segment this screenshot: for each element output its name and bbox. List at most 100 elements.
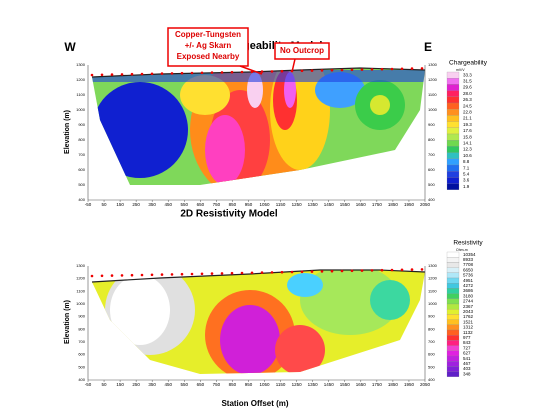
legend-label: 10.6 bbox=[463, 153, 472, 158]
electrode bbox=[280, 69, 284, 73]
legend-label: 467 bbox=[463, 361, 471, 366]
y-tick-label: 800 bbox=[428, 326, 435, 331]
electrode bbox=[210, 71, 214, 74]
legend-label: 22.8 bbox=[463, 109, 472, 114]
callout bbox=[167, 27, 330, 75]
x-tick-label: 50 bbox=[102, 202, 108, 207]
electrode bbox=[330, 68, 334, 72]
electrode bbox=[160, 72, 164, 75]
electrode bbox=[400, 67, 404, 71]
topography bbox=[91, 67, 426, 78]
x-tick-label: 1850 bbox=[388, 202, 399, 207]
legend-label: 5.4 bbox=[463, 171, 470, 176]
y-tick-label: 1200 bbox=[76, 77, 86, 82]
legend-swatch bbox=[446, 345, 460, 351]
x-tick-label: 1050 bbox=[260, 382, 271, 387]
legend-swatch bbox=[446, 272, 460, 279]
legend-swatch bbox=[446, 140, 460, 147]
electrode bbox=[260, 271, 264, 274]
x-axis-label: Station Offset (m) bbox=[221, 399, 288, 408]
legend-swatch bbox=[446, 127, 460, 135]
x-tick-label: 650 bbox=[197, 202, 205, 207]
legend-swatch bbox=[446, 158, 460, 166]
electrode bbox=[350, 269, 354, 273]
y-axis-label: Elevation (m) bbox=[64, 110, 71, 154]
electrode bbox=[190, 71, 194, 75]
electrode bbox=[200, 71, 204, 75]
electrode bbox=[350, 68, 354, 72]
legend-label: 28.0 bbox=[463, 91, 472, 96]
x-tick-label: 1650 bbox=[356, 202, 367, 207]
electrode bbox=[370, 68, 374, 71]
callout-text: +/- Ag Skarn bbox=[185, 41, 232, 50]
y-tick-label: 1200 bbox=[428, 276, 438, 281]
electrode bbox=[390, 268, 394, 272]
legend-label: 24.5 bbox=[463, 103, 472, 108]
electrode bbox=[230, 70, 234, 74]
resistivity-section bbox=[92, 270, 425, 374]
legend-swatch bbox=[446, 84, 460, 91]
y-tick-label: 1000 bbox=[76, 107, 86, 112]
electrode bbox=[340, 68, 344, 72]
legend-label: 8.8 bbox=[463, 159, 470, 164]
x-tick-label: 350 bbox=[148, 382, 156, 387]
legend-label: 403 bbox=[463, 366, 471, 371]
electrode bbox=[250, 271, 254, 275]
electrode bbox=[310, 69, 314, 72]
x-tick-label: 2050 bbox=[420, 202, 431, 207]
y-tick-label: 900 bbox=[428, 314, 435, 319]
electrode bbox=[250, 70, 254, 74]
x-tick-label: 50 bbox=[102, 382, 108, 387]
electrode bbox=[400, 268, 404, 272]
electrode bbox=[160, 273, 164, 276]
electrode bbox=[360, 269, 364, 272]
y-tick-label: 500 bbox=[428, 364, 435, 369]
west-label: W bbox=[64, 40, 76, 54]
legend-label: 4272 bbox=[463, 283, 474, 288]
legend-label: 21.1 bbox=[463, 116, 472, 121]
y-tick-label: 600 bbox=[78, 352, 85, 357]
legend-title: Chargeability bbox=[449, 60, 488, 67]
electrode bbox=[390, 67, 394, 71]
legend-swatch bbox=[446, 251, 460, 258]
legend-label: 727 bbox=[463, 345, 471, 350]
electrode bbox=[290, 69, 294, 73]
x-tick-label: 250 bbox=[132, 382, 140, 387]
electrode bbox=[300, 69, 304, 73]
x-tick-label: 1150 bbox=[276, 382, 286, 387]
x-tick-label: 450 bbox=[164, 202, 172, 207]
x-tick-label: 150 bbox=[116, 202, 124, 207]
legend-swatch bbox=[446, 366, 460, 372]
legend-label: 17.6 bbox=[463, 128, 472, 133]
x-tick-label: 1550 bbox=[340, 382, 351, 387]
legend-swatch bbox=[446, 309, 460, 315]
x-tick-label: 950 bbox=[245, 382, 253, 387]
y-tick-label: 900 bbox=[78, 314, 85, 319]
x-tick-label: 1750 bbox=[372, 382, 383, 387]
legend-swatch bbox=[446, 102, 460, 110]
legend-label: 1312 bbox=[463, 325, 474, 330]
y-tick-label: 800 bbox=[428, 137, 435, 142]
y-tick-label: 400 bbox=[428, 197, 435, 202]
electrode bbox=[240, 271, 244, 275]
electrode bbox=[380, 268, 384, 272]
electrode bbox=[90, 73, 94, 77]
y-tick-label: 1300 bbox=[428, 263, 438, 268]
electrode bbox=[220, 71, 224, 74]
legend-unit: Ohm-m bbox=[456, 248, 468, 252]
x-tick-label: -50 bbox=[85, 382, 92, 387]
x-tick-label: 1150 bbox=[276, 202, 286, 207]
legend-swatch bbox=[446, 177, 460, 184]
legend-label: 31.5 bbox=[463, 78, 472, 83]
bottom-title: 2D Resistivity Model bbox=[180, 209, 277, 220]
legend-swatch bbox=[446, 171, 460, 178]
electrode bbox=[420, 67, 424, 70]
legend-swatch bbox=[446, 96, 460, 104]
legend-swatch bbox=[446, 257, 460, 263]
y-tick-label: 1100 bbox=[428, 288, 437, 293]
y-tick-label: 900 bbox=[78, 122, 85, 127]
electrode bbox=[310, 270, 314, 273]
y-tick-label: 600 bbox=[78, 167, 85, 172]
electrode bbox=[220, 272, 224, 275]
callout-text: No Outcrop bbox=[280, 46, 324, 55]
